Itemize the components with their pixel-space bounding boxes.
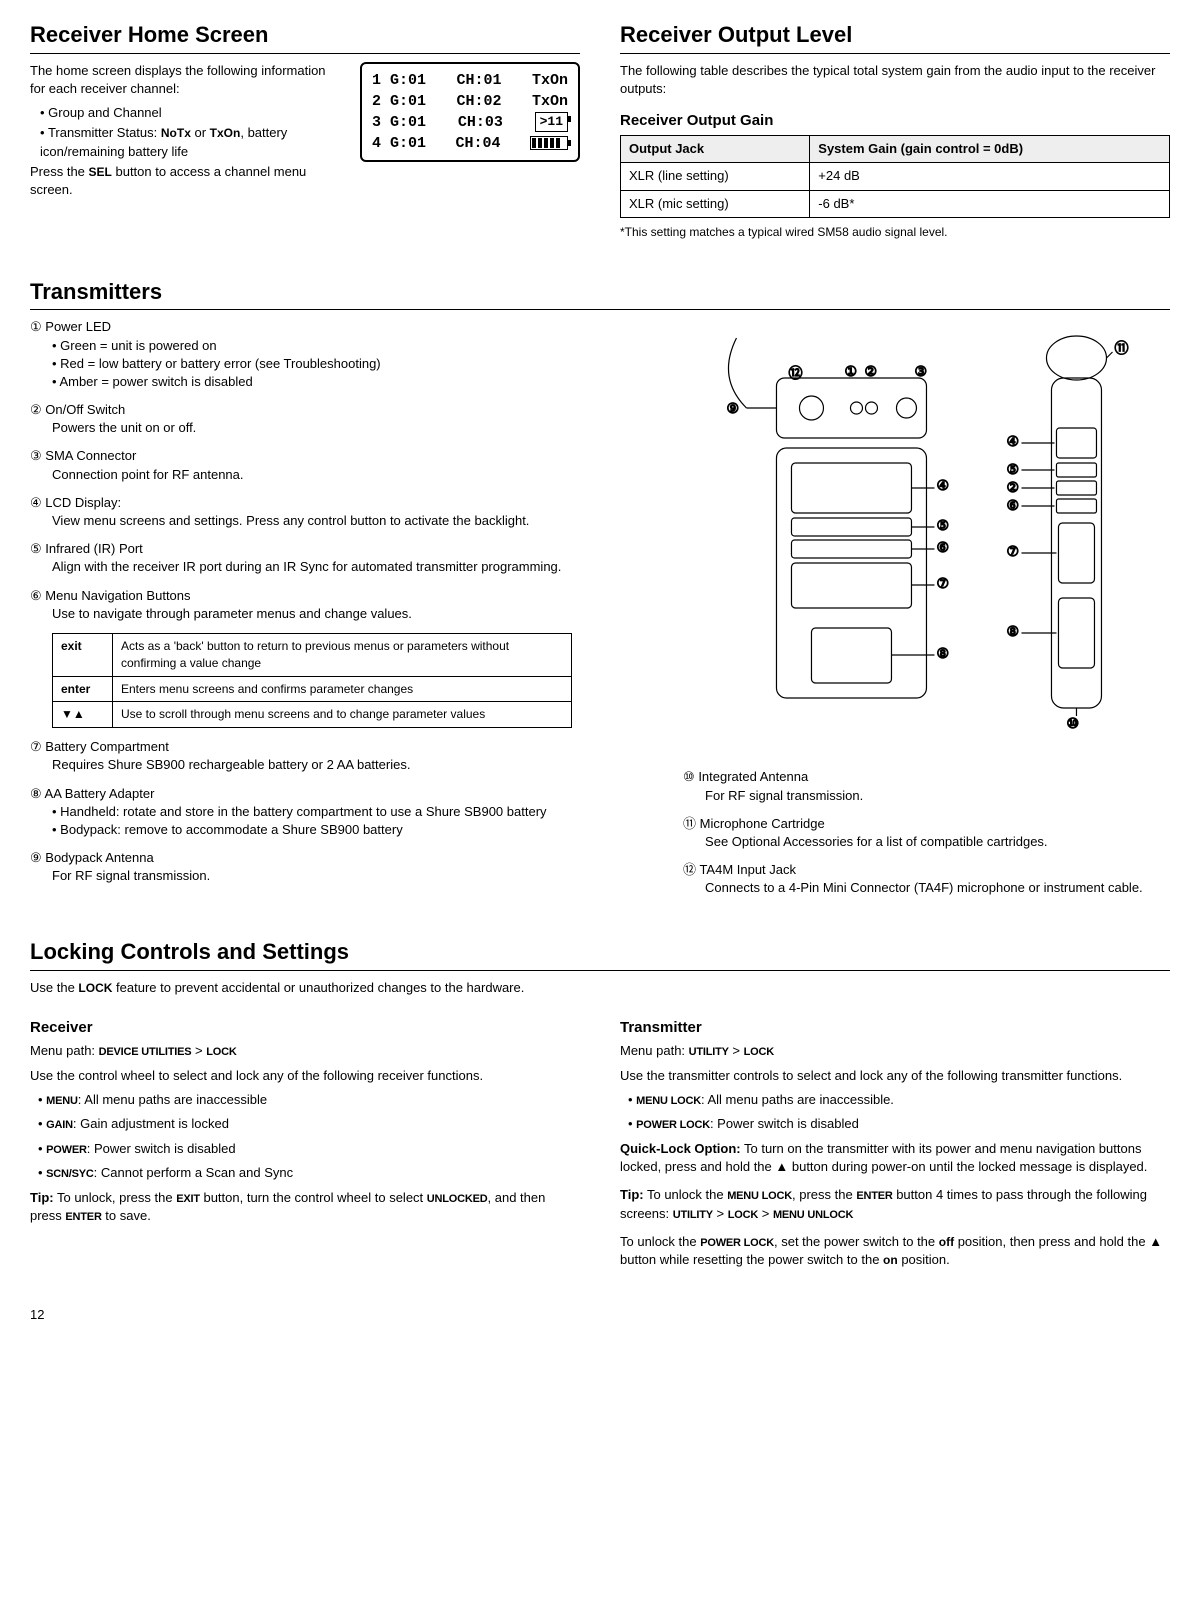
lock-tx-intro: Use the transmitter controls to select a… bbox=[620, 1067, 1170, 1085]
home-intro: The home screen displays the following i… bbox=[30, 62, 344, 98]
lock-tx-powerunlock: To unlock the POWER LOCK, set the power … bbox=[620, 1233, 1170, 1270]
tx-item: ② On/Off SwitchPowers the unit on or off… bbox=[30, 401, 663, 437]
output-level-section: Receiver Output Level The following tabl… bbox=[620, 20, 1170, 247]
svg-text:⑥: ⑥ bbox=[937, 539, 950, 555]
svg-text:⑦: ⑦ bbox=[937, 575, 950, 591]
locking-columns: Receiver Menu path: DEVICE UTILITIES > L… bbox=[30, 1005, 1170, 1275]
transmitters-section: ① Power LEDGreen = unit is powered onRed… bbox=[30, 318, 1170, 907]
bullet-group-channel: Group and Channel bbox=[40, 104, 344, 122]
tx-item: ⑨ Bodypack AntennaFor RF signal transmis… bbox=[30, 849, 663, 885]
lcd-display-graphic: 1 G:01CH:01TxOn 2 G:01CH:02TxOn 3 G:01CH… bbox=[360, 62, 580, 162]
tx-item: ⑧ AA Battery AdapterHandheld: rotate and… bbox=[30, 785, 663, 840]
output-gain-table: Output JackSystem Gain (gain control = 0… bbox=[620, 135, 1170, 218]
svg-text:⑨: ⑨ bbox=[727, 400, 740, 416]
tx-item: ⑩ Integrated AntennaFor RF signal transm… bbox=[683, 768, 1170, 804]
tx-item: ⑦ Battery CompartmentRequires Shure SB90… bbox=[30, 738, 663, 774]
svg-text:④: ④ bbox=[1007, 433, 1020, 449]
lock-receiver-intro: Use the control wheel to select and lock… bbox=[30, 1067, 580, 1085]
locking-receiver: Receiver Menu path: DEVICE UTILITIES > L… bbox=[30, 1005, 580, 1275]
bullet-tx-status: Transmitter Status: NoTx or TxOn, batter… bbox=[40, 124, 344, 160]
lock-receiver-tip: Tip: To unlock, press the EXIT button, t… bbox=[30, 1189, 580, 1226]
tx-item: ④ LCD Display:View menu screens and sett… bbox=[30, 494, 663, 530]
lock-tx-list: MENU LOCK: All menu paths are inaccessib… bbox=[620, 1091, 1170, 1134]
transmitters-title: Transmitters bbox=[30, 277, 1170, 311]
svg-text:⑤: ⑤ bbox=[937, 517, 950, 533]
svg-text:⑧: ⑧ bbox=[1007, 623, 1020, 639]
home-bullets: Group and Channel Transmitter Status: No… bbox=[30, 104, 344, 161]
locking-transmitter: Transmitter Menu path: UTILITY > LOCK Us… bbox=[620, 1005, 1170, 1275]
svg-text:②: ② bbox=[865, 363, 878, 379]
nav-buttons-table: exitActs as a 'back' button to return to… bbox=[52, 633, 572, 728]
battery-icon bbox=[530, 136, 568, 150]
output-level-intro: The following table describes the typica… bbox=[620, 62, 1170, 98]
lock-receiver-title: Receiver bbox=[30, 1017, 580, 1038]
page-number: 12 bbox=[30, 1306, 1170, 1324]
locking-title: Locking Controls and Settings bbox=[30, 937, 1170, 971]
svg-text:⑫: ⑫ bbox=[789, 365, 803, 381]
lock-tx-path: Menu path: UTILITY > LOCK bbox=[620, 1042, 1170, 1060]
gain-header-gain: System Gain (gain control = 0dB) bbox=[810, 136, 1170, 163]
home-screen-section: Receiver Home Screen The home screen dis… bbox=[30, 20, 580, 247]
gain-icon: >11 bbox=[535, 112, 568, 132]
svg-text:⑧: ⑧ bbox=[937, 645, 950, 661]
svg-text:③: ③ bbox=[915, 363, 928, 379]
gain-header-jack: Output Jack bbox=[621, 136, 810, 163]
tx-item: ⑪ Microphone CartridgeSee Optional Acces… bbox=[683, 815, 1170, 851]
svg-text:④: ④ bbox=[937, 477, 950, 493]
transmitter-diagram: ⑫ ① ② ③ ⑨ ④ ⑤ ⑥ ⑦ ⑧ ⑪ ④ bbox=[683, 318, 1170, 758]
tx-item: ⑥ Menu Navigation ButtonsUse to navigate… bbox=[30, 587, 663, 623]
svg-text:⑥: ⑥ bbox=[1007, 497, 1020, 513]
svg-text:⑦: ⑦ bbox=[1007, 543, 1020, 559]
svg-text:①: ① bbox=[845, 363, 858, 379]
lock-receiver-list: MENU: All menu paths are inaccessible GA… bbox=[30, 1091, 580, 1183]
top-row: Receiver Home Screen The home screen dis… bbox=[30, 20, 1170, 247]
lock-tx-tip: Tip: To unlock the MENU LOCK, press the … bbox=[620, 1186, 1170, 1223]
output-gain-table-title: Receiver Output Gain bbox=[620, 110, 1170, 131]
home-press-sel: Press the SEL button to access a channel… bbox=[30, 163, 344, 199]
lock-receiver-path: Menu path: DEVICE UTILITIES > LOCK bbox=[30, 1042, 580, 1060]
output-level-title: Receiver Output Level bbox=[620, 20, 1170, 54]
tx-item: ③ SMA ConnectorConnection point for RF a… bbox=[30, 447, 663, 483]
svg-text:⑪: ⑪ bbox=[1115, 340, 1129, 356]
svg-text:②: ② bbox=[1007, 479, 1020, 495]
svg-text:⑤: ⑤ bbox=[1007, 461, 1020, 477]
locking-intro: Use the LOCK feature to prevent accident… bbox=[30, 979, 1170, 997]
tx-item: ① Power LEDGreen = unit is powered onRed… bbox=[30, 318, 663, 391]
output-footnote: *This setting matches a typical wired SM… bbox=[620, 224, 1170, 241]
tx-item: ⑫ TA4M Input JackConnects to a 4-Pin Min… bbox=[683, 861, 1170, 897]
lock-tx-title: Transmitter bbox=[620, 1017, 1170, 1038]
home-screen-title: Receiver Home Screen bbox=[30, 20, 580, 54]
tx-item: ⑤ Infrared (IR) PortAlign with the recei… bbox=[30, 540, 663, 576]
svg-text:⑩: ⑩ bbox=[1067, 715, 1080, 731]
lock-tx-quicklock: Quick-Lock Option: To turn on the transm… bbox=[620, 1140, 1170, 1176]
